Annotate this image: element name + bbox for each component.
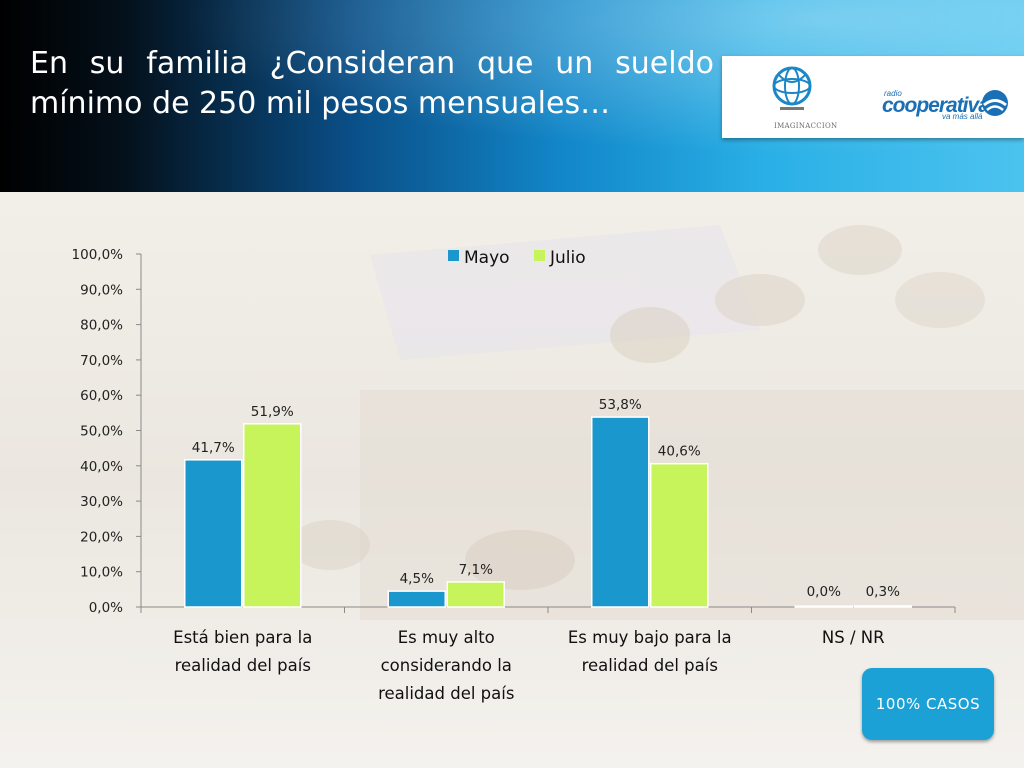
category-label-line: considerando la [381,656,512,675]
cooperativa-wave-icon [982,90,1008,116]
bar-mayo [184,459,243,608]
category-label-line: Es muy alto [398,628,495,647]
legend-label-mayo: Mayo [464,248,510,268]
bars [184,416,912,608]
bar-julio [650,462,709,608]
data-label-mayo: 53,8% [599,397,642,413]
y-tick-label: 0,0% [89,600,123,616]
bar-mayo [591,416,650,608]
data-label-mayo: 4,5% [400,571,434,587]
y-axis: 0,0% 10,0% 20,0% 30,0% 40,0% 50,0% 60,0% 70,0% 8… [72,247,142,616]
category-label-line: NS / NR [822,628,885,647]
category-label-line: Es muy bajo para la [568,628,732,647]
y-tick-label: 70,0% [80,353,123,369]
y-tick-label: 60,0% [80,388,123,404]
logo-right-name: cooperativa [882,94,990,117]
y-tick-label: 30,0% [80,494,123,510]
bar-mayo [387,590,446,608]
legend: Mayo Julio [448,248,586,268]
legend-swatch-julio [534,250,545,261]
legend-label-julio: Julio [549,248,586,268]
legend-swatch-mayo [448,250,459,261]
category-label-line: realidad del país [175,656,311,675]
cases-badge-label: 100% CASOS [875,695,981,713]
data-label-julio: 51,9% [251,404,294,420]
y-tick-label: 40,0% [80,459,123,475]
page-title: En su familia ¿Consideran que un sueldo … [30,46,714,121]
logo-left-name: IMAGINACCION [774,122,838,130]
logo-right-small: radio [884,89,902,98]
y-tick-label: 80,0% [80,318,123,334]
bar-julio [853,605,912,608]
category-label: Es muy alto considerando la realidad del p… [378,628,514,703]
logo-right-tagline: va más allá [942,112,983,121]
data-label-mayo: 0,0% [807,584,841,600]
bar-mayo [794,605,853,608]
data-label-mayo: 41,7% [192,440,235,456]
data-label-julio: 7,1% [459,562,493,578]
category-label-line: realidad del país [378,684,514,703]
bar-julio [243,423,302,608]
y-tick-label: 90,0% [80,282,123,298]
x-axis [140,606,956,613]
cases-badge: 100% CASOS [862,668,994,740]
y-tick-label: 50,0% [80,424,123,440]
data-labels: 41,7% 4,5% 53,8% 0,0% 51,9% 7,1% 40,6% 0,3% [192,397,900,600]
category-label-line: realidad del país [582,656,718,675]
category-label: Está bien para la realidad del país [173,628,312,675]
globe-logo-icon [772,66,812,110]
y-tick-label: 10,0% [80,565,123,581]
category-label-line: Está bien para la [173,628,312,647]
category-label: NS / NR [822,628,885,647]
y-tick-label: 100,0% [72,247,124,263]
data-label-julio: 40,6% [658,444,701,460]
category-label: Es muy bajo para la realidad del país [568,628,732,675]
y-tick-label: 20,0% [80,529,123,545]
data-label-julio: 0,3% [866,584,900,600]
bar-julio [446,581,505,608]
logo-panel: IMAGINACCION radio cooperativa va más al… [722,56,1024,138]
